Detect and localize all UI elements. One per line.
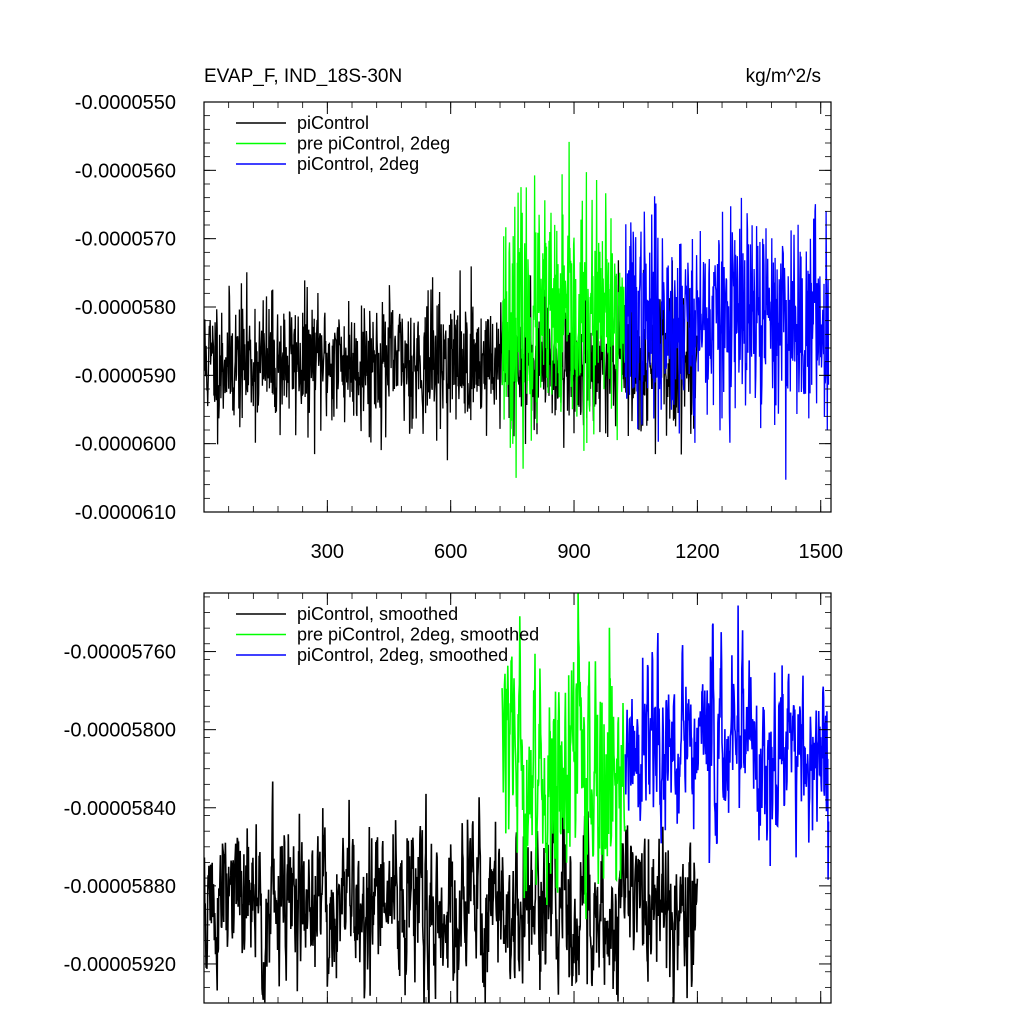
y-tick-label: -0.00005760 bbox=[64, 642, 176, 664]
legend-label-2: pre piControl, 2deg, smoothed bbox=[297, 625, 539, 645]
series-line-3 bbox=[624, 605, 830, 880]
legend-label-1: piControl, smoothed bbox=[297, 604, 458, 624]
y-tick-label: -0.00005880 bbox=[64, 876, 176, 898]
series-line-1 bbox=[204, 260, 699, 461]
y-tick-label: -0.0000600 bbox=[75, 434, 176, 456]
series-line-2 bbox=[501, 141, 626, 478]
x-tick-label: 1500 bbox=[798, 541, 843, 563]
legend-label-3: piControl, 2deg bbox=[297, 154, 419, 174]
y-tick-label: -0.0000610 bbox=[75, 502, 176, 524]
y-tick-label: -0.0000580 bbox=[75, 297, 176, 319]
y-tick-label: -0.00005800 bbox=[64, 720, 176, 742]
y-tick-label: -0.0000590 bbox=[75, 365, 176, 387]
series-line-1 bbox=[204, 781, 699, 1003]
y-tick-label: -0.0000560 bbox=[75, 160, 176, 182]
chart-panel-2: -0.00005760 -0.00005800 -0.00005840 -0.0000… bbox=[64, 592, 832, 1004]
plot-frame bbox=[203, 592, 832, 1004]
legend-label-1: piControl bbox=[297, 113, 369, 133]
legend-label-3: piControl, 2deg, smoothed bbox=[297, 645, 508, 665]
chart-title: EVAP_F, IND_18S-30N bbox=[204, 66, 402, 87]
x-tick-label: 1200 bbox=[675, 541, 720, 563]
y-tick-label: -0.00005920 bbox=[64, 954, 176, 976]
series-line-2 bbox=[501, 593, 626, 920]
x-tick-label: 600 bbox=[434, 541, 467, 563]
legend-label-2: pre piControl, 2deg bbox=[297, 134, 450, 154]
y-tick-label: -0.0000550 bbox=[75, 92, 176, 114]
x-tick-label: 900 bbox=[557, 541, 590, 563]
chart-units: kg/m^2/s bbox=[746, 66, 821, 87]
chart-panel-1: -0.0000550 -0.0000560 -0.0000570 -0.0000580… bbox=[75, 66, 843, 563]
series-line-3 bbox=[624, 196, 830, 480]
y-tick-label: -0.0000570 bbox=[75, 229, 176, 251]
y-tick-label: -0.00005840 bbox=[64, 798, 176, 820]
x-tick-label: 300 bbox=[311, 541, 344, 563]
